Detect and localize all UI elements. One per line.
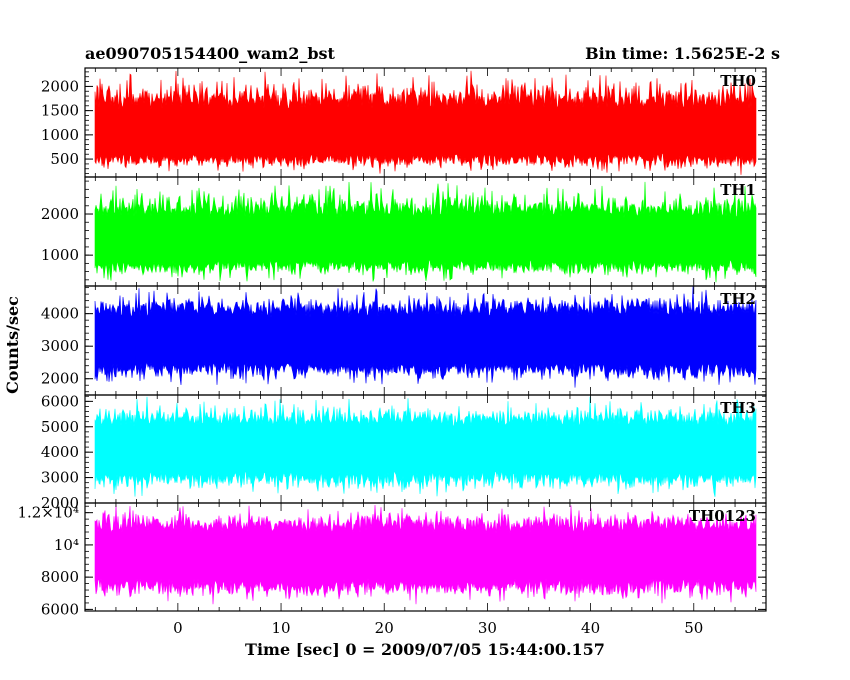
panel-th0123: 6000 8000 10⁴ 1.2×10⁴ TH0123 xyxy=(17,502,767,618)
x-axis-title: Time [sec] 0 = 2009/07/05 15:44:00.157 xyxy=(245,640,605,659)
y-tick-label: 10⁴ xyxy=(54,536,79,554)
series-th3 xyxy=(94,396,757,497)
panel-label: TH0 xyxy=(720,72,756,90)
panel-label: TH2 xyxy=(720,290,756,308)
y-tick-label: 500 xyxy=(50,150,79,168)
y-tick-label: 4000 xyxy=(41,443,79,461)
series-th0 xyxy=(94,70,757,175)
y-tick-label: 6000 xyxy=(41,392,79,410)
y-tick-label: 1500 xyxy=(41,102,79,120)
panel-th2: 2000 3000 4000 TH2 xyxy=(41,285,767,396)
y-tick-label: 3000 xyxy=(41,469,79,487)
panels: 500 1000 1500 2000 TH0 1000 2000 TH1 2000 3000 400… xyxy=(17,67,767,618)
x-tick-label: 50 xyxy=(684,619,703,637)
panel-th0: 500 1000 1500 2000 TH0 xyxy=(41,67,767,178)
panel-label: TH0123 xyxy=(689,507,756,525)
x-tick-label: 20 xyxy=(375,619,394,637)
series-th0123 xyxy=(94,504,757,605)
y-tick-label: 2000 xyxy=(41,77,79,95)
panel-th1: 1000 2000 TH1 xyxy=(41,176,767,287)
panel-label: TH3 xyxy=(720,399,756,417)
y-tick-label: 1000 xyxy=(41,246,79,264)
y-tick-label: 3000 xyxy=(41,337,79,355)
x-tick-labels: 0 10 20 30 40 50 xyxy=(173,619,703,637)
x-tick-label: 30 xyxy=(478,619,497,637)
y-axis-title: Counts/sec xyxy=(3,296,22,394)
y-tick-label: 4000 xyxy=(41,305,79,323)
y-tick-label: 5000 xyxy=(41,418,79,436)
x-tick-label: 40 xyxy=(581,619,600,637)
y-tick-label: 8000 xyxy=(41,568,79,586)
panel-th3: 2000 3000 4000 5000 6000 TH3 xyxy=(41,392,767,512)
series-th1 xyxy=(94,181,757,283)
chart-title: ae090705154400_wam2_bst xyxy=(85,44,336,63)
y-tick-label: 2000 xyxy=(41,205,79,223)
series-th2 xyxy=(94,286,757,388)
x-tick-label: 0 xyxy=(173,619,183,637)
y-tick-label: 6000 xyxy=(41,600,79,618)
y-tick-label: 1.2×10⁴ xyxy=(17,504,79,522)
panel-label: TH1 xyxy=(720,181,756,199)
x-tick-label: 10 xyxy=(271,619,290,637)
bin-time-label: Bin time: 1.5625E-2 s xyxy=(585,44,780,63)
y-tick-label: 2000 xyxy=(41,494,79,512)
y-tick-label: 2000 xyxy=(41,370,79,388)
y-tick-label: 1000 xyxy=(41,126,79,144)
